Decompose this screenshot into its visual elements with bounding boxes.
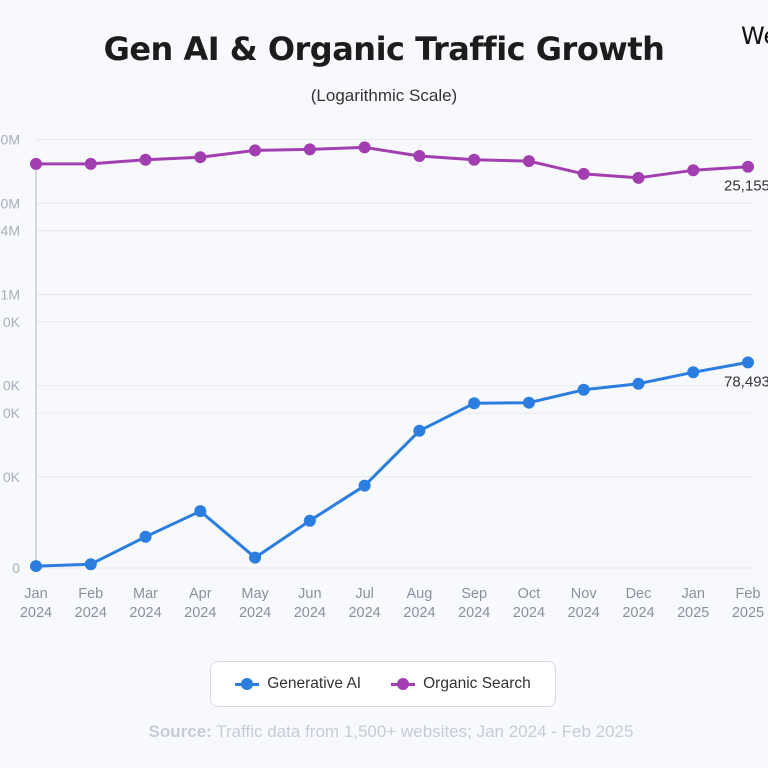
source-label: Source: — [148, 722, 212, 741]
y-tick-label: 0K — [3, 378, 21, 394]
y-tick-label: 0K — [3, 469, 21, 485]
data-point-generative-ai[interactable] — [249, 551, 262, 564]
data-point-organic-search[interactable] — [139, 153, 152, 166]
x-tick-year: 2024 — [348, 605, 380, 621]
series-line-generative-ai — [34, 360, 750, 568]
data-point-organic-search[interactable] — [468, 153, 481, 166]
data-point-generative-ai[interactable] — [303, 514, 316, 527]
legend-item-generative-ai[interactable]: Generative AI — [235, 675, 361, 693]
x-tick-month: Jun — [298, 586, 321, 602]
data-point-organic-search[interactable] — [358, 141, 371, 154]
data-label-organic-search: 25,155,6 — [724, 178, 768, 195]
legend-swatch-organic-search — [391, 677, 416, 691]
x-tick-year: 2024 — [294, 605, 326, 621]
y-tick-label: 0 — [12, 560, 20, 576]
x-tick-year: 2024 — [458, 605, 490, 621]
source-note: Source: Traffic data from 1,500+ website… — [0, 722, 768, 742]
data-point-generative-ai[interactable] — [687, 366, 700, 379]
x-tick-year: 2025 — [732, 605, 764, 621]
x-tick-month: Feb — [736, 586, 761, 602]
x-tick-year: 2025 — [677, 605, 709, 621]
data-point-generative-ai[interactable] — [139, 530, 152, 543]
data-point-organic-search[interactable] — [577, 167, 590, 180]
x-tick-year: 2024 — [20, 605, 52, 621]
data-point-organic-search[interactable] — [30, 157, 42, 170]
x-tick-year: 2024 — [513, 605, 545, 621]
x-tick-month: Dec — [626, 586, 652, 602]
data-point-organic-search[interactable] — [84, 157, 97, 170]
x-tick-month: Apr — [189, 586, 212, 602]
x-tick-year: 2024 — [568, 605, 600, 621]
line-chart: 0 0K 0K 0K 0K 1M 4M 0M 0M Jan 2024 Feb 2024 Mar 2024 Ap… — [1, 132, 768, 621]
series-line-organic-search — [34, 145, 750, 180]
x-tick-year: 2024 — [184, 605, 216, 621]
x-tick-month: Jan — [24, 586, 47, 602]
x-tick-month: Jul — [355, 586, 374, 602]
y-tick-label: 1M — [1, 286, 20, 302]
y-tick-label: 0M — [1, 132, 20, 148]
data-point-generative-ai[interactable] — [742, 356, 754, 369]
x-tick-month: Nov — [571, 586, 598, 602]
x-tick-month: Aug — [406, 586, 432, 602]
data-point-organic-search[interactable] — [413, 149, 426, 162]
x-tick-year: 2024 — [75, 605, 107, 621]
legend-item-organic-search[interactable]: Organic Search — [391, 675, 531, 693]
data-point-generative-ai[interactable] — [413, 424, 426, 437]
y-tick-label: 4M — [1, 223, 20, 239]
data-point-generative-ai[interactable] — [194, 505, 207, 518]
data-point-organic-search[interactable] — [194, 151, 207, 164]
data-point-generative-ai[interactable] — [468, 397, 481, 410]
y-tick-label: 0K — [3, 314, 21, 330]
y-tick-label: 0M — [1, 195, 20, 211]
data-point-organic-search[interactable] — [522, 155, 535, 168]
x-tick-month: Sep — [461, 586, 487, 602]
x-tick-year: 2024 — [239, 605, 271, 621]
x-tick-year: 2024 — [403, 605, 435, 621]
data-point-generative-ai[interactable] — [358, 479, 371, 492]
data-point-generative-ai[interactable] — [30, 560, 42, 573]
data-point-organic-search[interactable] — [742, 160, 754, 173]
data-point-organic-search[interactable] — [687, 164, 700, 177]
chart-subtitle: (Logarithmic Scale) — [310, 86, 458, 105]
legend-label-generative-ai: Generative AI — [267, 675, 362, 692]
source-text: Traffic data from 1,500+ websites; Jan 2… — [216, 722, 634, 741]
data-point-generative-ai[interactable] — [522, 396, 535, 409]
x-tick-month: Mar — [133, 586, 158, 602]
legend-label-organic-search: Organic Search — [423, 675, 531, 692]
brand-logo-text: We — [741, 22, 768, 50]
chart-title: Gen AI & Organic Traffic Growth — [103, 30, 665, 68]
x-tick-year: 2024 — [622, 605, 654, 621]
data-point-organic-search[interactable] — [632, 171, 645, 184]
x-tick-month: Jan — [682, 586, 705, 602]
x-tick-month: Oct — [518, 586, 541, 602]
x-tick-month: Feb — [78, 586, 103, 602]
chart-legend: Generative AI Organic Search — [210, 661, 556, 707]
data-label-generative-ai: 78,493 — [724, 373, 768, 390]
data-point-organic-search[interactable] — [249, 144, 262, 157]
data-point-organic-search[interactable] — [303, 143, 316, 156]
legend-swatch-generative-ai — [235, 677, 260, 691]
y-tick-label: 0K — [3, 405, 21, 421]
data-point-generative-ai[interactable] — [632, 377, 645, 390]
data-point-generative-ai[interactable] — [577, 383, 590, 396]
x-tick-month: May — [241, 586, 269, 602]
data-point-generative-ai[interactable] — [84, 558, 97, 571]
x-tick-year: 2024 — [129, 605, 161, 621]
